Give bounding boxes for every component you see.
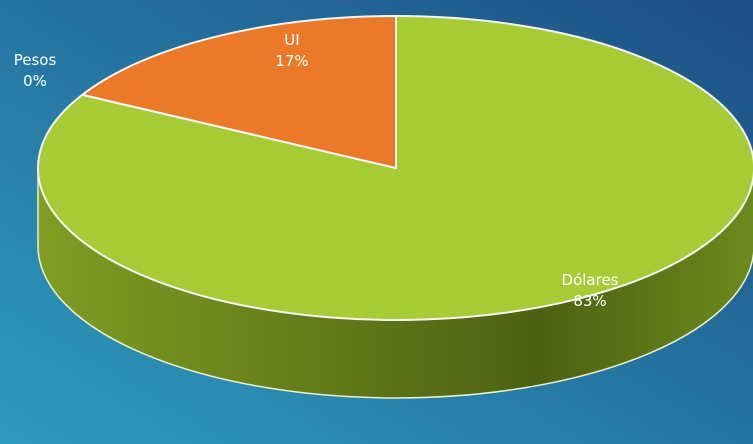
slice-category: Pesos xyxy=(14,51,57,69)
slice-category: Dólares xyxy=(562,271,619,289)
slice-category: UI xyxy=(284,31,299,49)
slice-label: UI 17% xyxy=(275,31,308,70)
slice-value: 17% xyxy=(275,52,308,70)
pie-slice xyxy=(81,15,397,169)
slice-value: 83% xyxy=(573,292,606,310)
slice-label: Dólares 83% xyxy=(562,271,619,310)
slice-label: Pesos 0% xyxy=(14,51,57,90)
pie: Dólares 83% Pesos 0% UI 17% xyxy=(14,15,753,399)
slice-value: 0% xyxy=(23,72,47,90)
